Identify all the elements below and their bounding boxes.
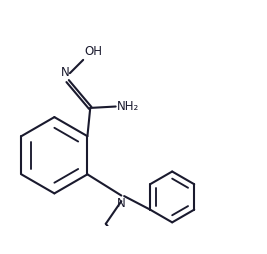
Text: OH: OH — [84, 45, 102, 58]
Text: N: N — [61, 66, 70, 80]
Text: N: N — [117, 197, 126, 210]
Text: NH₂: NH₂ — [117, 100, 139, 113]
